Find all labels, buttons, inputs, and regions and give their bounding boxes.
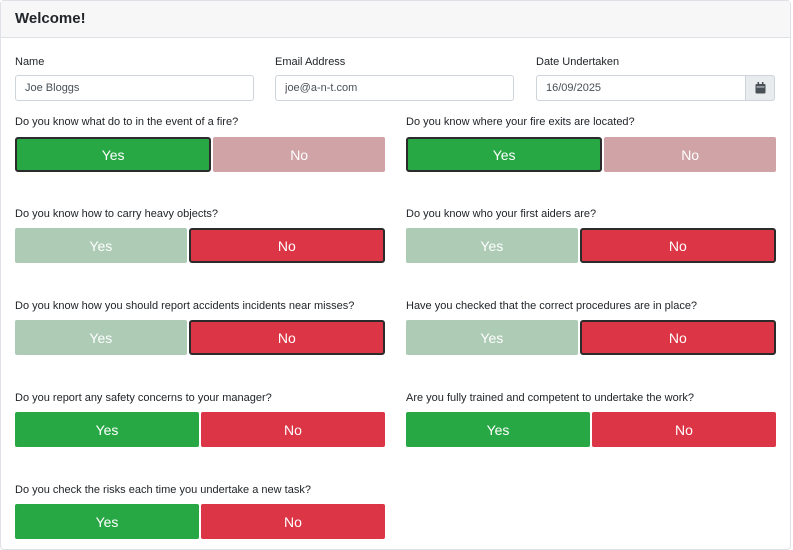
yes-button[interactable]: Yes	[15, 504, 199, 539]
yes-button[interactable]: Yes	[406, 228, 578, 263]
yes-button[interactable]: Yes	[15, 137, 212, 172]
no-button[interactable]: No	[592, 412, 776, 447]
date-input[interactable]	[536, 75, 746, 101]
no-button[interactable]: No	[213, 137, 385, 172]
no-button[interactable]: No	[604, 137, 776, 172]
card-header-title: Welcome!	[1, 1, 790, 38]
email-input[interactable]	[275, 75, 514, 101]
name-label: Name	[15, 56, 45, 68]
yes-button[interactable]: Yes	[15, 228, 187, 263]
no-button[interactable]: No	[201, 412, 385, 447]
question-label: Do you report any safety concerns to you…	[15, 392, 272, 404]
yes-no-toggle: Yes No	[15, 504, 385, 539]
question-label: Have you checked that the correct proced…	[406, 300, 698, 312]
yes-button[interactable]: Yes	[406, 320, 578, 355]
question-label: Do you check the risks each time you und…	[15, 484, 311, 496]
question-label: Do you know where your fire exits are lo…	[406, 116, 635, 128]
no-button[interactable]: No	[201, 504, 385, 539]
yes-no-toggle: Yes No	[406, 137, 776, 172]
no-button[interactable]: No	[579, 320, 776, 355]
email-label: Email Address	[275, 56, 346, 68]
yes-button[interactable]: Yes	[406, 137, 603, 172]
yes-no-toggle: Yes No	[406, 228, 776, 263]
question-label: Do you know how to carry heavy objects?	[15, 208, 218, 220]
yes-no-toggle: Yes No	[15, 137, 385, 172]
no-button[interactable]: No	[188, 228, 385, 263]
yes-no-toggle: Yes No	[406, 412, 776, 447]
no-button[interactable]: No	[188, 320, 385, 355]
yes-no-toggle: Yes No	[15, 412, 385, 447]
yes-button[interactable]: Yes	[15, 320, 187, 355]
question-label: Do you know what do to in the event of a…	[15, 116, 239, 128]
yes-button[interactable]: Yes	[15, 412, 199, 447]
question-label: Are you fully trained and competent to u…	[406, 392, 695, 404]
yes-no-toggle: Yes No	[15, 320, 385, 355]
date-label: Date Undertaken	[536, 56, 620, 68]
yes-no-toggle: Yes No	[406, 320, 776, 355]
calendar-icon	[755, 82, 765, 94]
calendar-button[interactable]	[746, 75, 775, 101]
name-input[interactable]	[15, 75, 254, 101]
question-label: Do you know who your first aiders are?	[406, 208, 597, 220]
question-label: Do you know how you should report accide…	[15, 300, 355, 312]
yes-no-toggle: Yes No	[15, 228, 385, 263]
no-button[interactable]: No	[579, 228, 776, 263]
yes-button[interactable]: Yes	[406, 412, 590, 447]
